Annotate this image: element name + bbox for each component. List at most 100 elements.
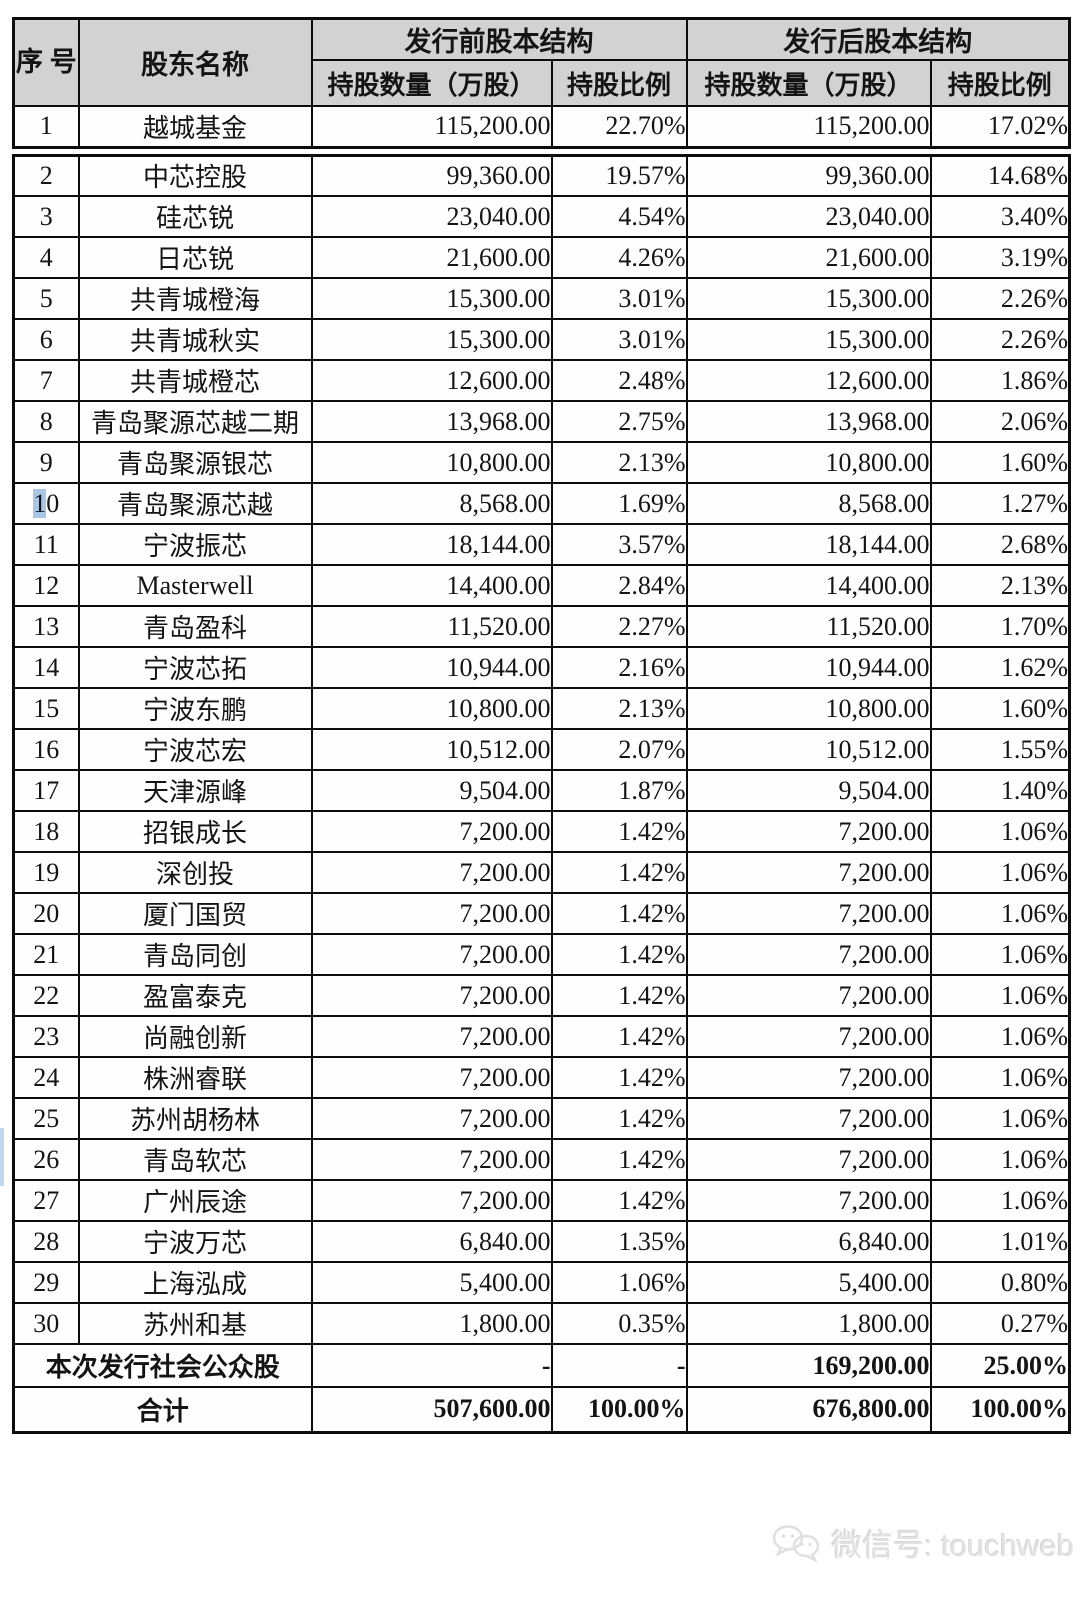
pre-issue-qty-cell: 7,200.00 <box>310 892 553 935</box>
pre-issue-qty-cell: 15,300.00 <box>310 318 553 361</box>
pre-issue-pct-cell: 1.42% <box>550 933 688 976</box>
post-issue-pct-cell: 1.40% <box>929 769 1071 812</box>
pre-issue-qty-cell: 7,200.00 <box>310 1056 553 1099</box>
summary-label-cell: 合计 <box>12 1386 313 1433</box>
post-issue-pct-cell: 3.19% <box>929 236 1071 279</box>
pre-issue-qty-cell: 14,400.00 <box>310 564 553 607</box>
pre-issue-pct-cell: 2.48% <box>550 359 688 402</box>
table-row: 6 共青城秋实 15,300.00 3.01% 15,300.00 2.26% <box>12 318 1071 361</box>
post-issue-pct-cell: 1.06% <box>929 851 1071 894</box>
pre-issue-pct-cell: 3.57% <box>550 523 688 566</box>
shareholder-name-cell: 青岛软芯 <box>77 1138 313 1181</box>
pre-issue-pct-cell: 0.35% <box>550 1302 688 1345</box>
pre-issue-qty-cell: 11,520.00 <box>310 605 553 648</box>
pre-issue-pct-cell: 1.42% <box>550 974 688 1017</box>
pre-issue-qty-cell: 7,200.00 <box>310 974 553 1017</box>
post-issue-qty-cell: 10,944.00 <box>685 646 932 689</box>
table-row: 28 宁波万芯 6,840.00 1.35% 6,840.00 1.01% <box>12 1220 1071 1263</box>
post-issue-pct-cell: 1.06% <box>929 1097 1071 1140</box>
post-issue-pct-cell: 1.62% <box>929 646 1071 689</box>
pre-issue-qty-cell: 13,968.00 <box>310 400 553 443</box>
table-row: 10 青岛聚源芯越 8,568.00 1.69% 8,568.00 1.27% <box>12 482 1071 525</box>
header-pre-issue-group: 发行前股本结构 <box>310 17 688 61</box>
table-row: 19 深创投 7,200.00 1.42% 7,200.00 1.06% <box>12 851 1071 894</box>
header-pre-qty: 持股数量（万股） <box>310 59 553 107</box>
post-issue-qty-cell: 99,360.00 <box>685 154 932 197</box>
post-issue-qty-cell: 7,200.00 <box>685 892 932 935</box>
row-number: 30 <box>12 1302 80 1345</box>
post-issue-qty-cell: 7,200.00 <box>685 1097 932 1140</box>
post-issue-pct-cell: 0.80% <box>929 1261 1071 1304</box>
table-row: 30 苏州和基 1,800.00 0.35% 1,800.00 0.27% <box>12 1302 1071 1345</box>
row-number: 1 <box>12 105 80 148</box>
table-row: 9 青岛聚源银芯 10,800.00 2.13% 10,800.00 1.60% <box>12 441 1071 484</box>
table-header: 序 号 股东名称 发行前股本结构 发行后股本结构 持股数量（万股） 持股比例 持… <box>12 17 1071 107</box>
row-number: 18 <box>12 810 80 853</box>
pre-issue-qty-cell: 7,200.00 <box>310 810 553 853</box>
post-issue-pct-cell: 2.13% <box>929 564 1071 607</box>
post-issue-qty-cell: 12,600.00 <box>685 359 932 402</box>
shareholder-name-cell: 青岛盈科 <box>77 605 313 648</box>
pre-issue-pct-cell: 4.26% <box>550 236 688 279</box>
pre-issue-qty-cell: 6,840.00 <box>310 1220 553 1263</box>
row-number: 24 <box>12 1056 80 1099</box>
pre-issue-qty-cell: 99,360.00 <box>310 154 553 197</box>
pre-issue-qty-cell: - <box>310 1343 553 1388</box>
post-issue-qty-cell: 7,200.00 <box>685 810 932 853</box>
post-issue-qty-cell: 13,968.00 <box>685 400 932 443</box>
pre-issue-qty-cell: 7,200.00 <box>310 1015 553 1058</box>
post-issue-qty-cell: 8,568.00 <box>685 482 932 525</box>
pre-issue-pct-cell: 1.42% <box>550 851 688 894</box>
pre-issue-qty-cell: 8,568.00 <box>310 482 553 525</box>
shareholder-name-cell: Masterwell <box>77 564 313 607</box>
table-row: 20 厦门国贸 7,200.00 1.42% 7,200.00 1.06% <box>12 892 1071 935</box>
table-row: 3 硅芯锐 23,040.00 4.54% 23,040.00 3.40% <box>12 195 1071 238</box>
shareholder-name-cell: 青岛同创 <box>77 933 313 976</box>
table-row: 29 上海泓成 5,400.00 1.06% 5,400.00 0.80% <box>12 1261 1071 1304</box>
post-issue-pct-cell: 25.00% <box>929 1343 1071 1388</box>
table-row: 13 青岛盈科 11,520.00 2.27% 11,520.00 1.70% <box>12 605 1071 648</box>
post-issue-pct-cell: 1.06% <box>929 810 1071 853</box>
header-shareholder-name: 股东名称 <box>77 17 313 107</box>
table-summary-row: 本次发行社会公众股 - -169,200.00 25.00% <box>12 1343 1071 1388</box>
table-row: 12 Masterwell 14,400.00 2.84% 14,400.00 2.13% <box>12 564 1071 607</box>
shareholder-name-cell: 苏州和基 <box>77 1302 313 1345</box>
pre-issue-pct-cell: 22.70% <box>550 105 688 148</box>
post-issue-pct-cell: 3.40% <box>929 195 1071 238</box>
selected-character: 1 <box>33 488 47 518</box>
pre-issue-qty-cell: 7,200.00 <box>310 851 553 894</box>
pre-issue-pct-cell: 19.57% <box>550 154 688 197</box>
pre-issue-qty-cell: 10,944.00 <box>310 646 553 689</box>
header-index: 序 号 <box>12 17 80 107</box>
row-number: 19 <box>12 851 80 894</box>
shareholder-name-cell: 青岛聚源芯越二期 <box>77 400 313 443</box>
row-number: 29 <box>12 1261 80 1304</box>
share-structure-table-main: 2 中芯控股 99,360.00 19.57% 99,360.00 14.68% 3 硅芯锐 2… <box>12 153 1071 1434</box>
pre-issue-pct-cell: - <box>550 1343 688 1388</box>
row-number: 8 <box>12 400 80 443</box>
shareholder-name-cell: 天津源峰 <box>77 769 313 812</box>
row-number: 25 <box>12 1097 80 1140</box>
pre-issue-qty-cell: 5,400.00 <box>310 1261 553 1304</box>
post-issue-pct-cell: 14.68% <box>929 154 1071 197</box>
wechat-icon <box>771 1523 823 1563</box>
table-summary-row: 合计 507,600.00 100.00% 676,800.00 100.00% <box>12 1386 1071 1433</box>
post-issue-pct-cell: 17.02% <box>929 105 1071 148</box>
table-row: 5 共青城橙海 15,300.00 3.01% 15,300.00 2.26% <box>12 277 1071 320</box>
row-number: 9 <box>12 441 80 484</box>
row-number: 15 <box>12 687 80 730</box>
pre-issue-pct-cell: 3.01% <box>550 277 688 320</box>
post-issue-pct-cell: 2.68% <box>929 523 1071 566</box>
header-post-issue-group: 发行后股本结构 <box>685 17 1071 61</box>
pre-issue-qty-cell: 15,300.00 <box>310 277 553 320</box>
post-issue-pct-cell: 2.26% <box>929 277 1071 320</box>
pre-issue-qty-cell: 21,600.00 <box>310 236 553 279</box>
pre-issue-qty-cell: 507,600.00 <box>310 1386 553 1433</box>
table-row: 27 广州辰途 7,200.00 1.42% 7,200.00 1.06% <box>12 1179 1071 1222</box>
post-issue-qty-cell: 11,520.00 <box>685 605 932 648</box>
shareholder-name-cell: 共青城橙海 <box>77 277 313 320</box>
shareholder-name-cell: 青岛聚源芯越 <box>77 482 313 525</box>
row-number: 20 <box>12 892 80 935</box>
pre-issue-qty-cell: 7,200.00 <box>310 933 553 976</box>
post-issue-pct-cell: 1.60% <box>929 687 1071 730</box>
